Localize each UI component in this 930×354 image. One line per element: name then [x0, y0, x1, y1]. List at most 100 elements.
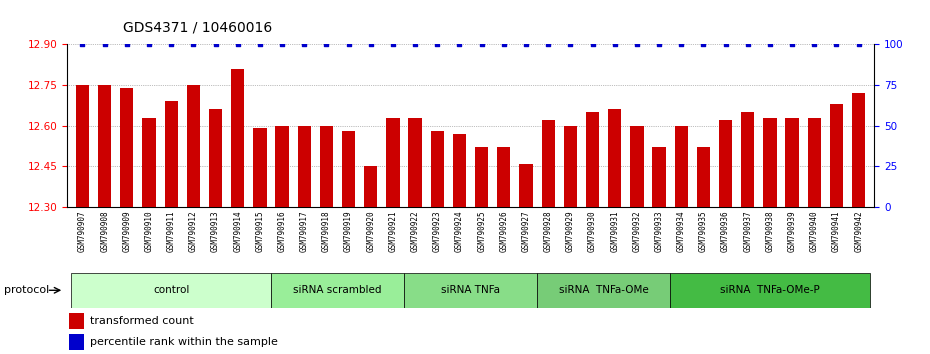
Text: protocol: protocol	[4, 285, 49, 295]
Point	[652, 41, 667, 47]
Bar	[142, 118, 155, 207]
Bar	[674, 126, 688, 207]
Point	[319, 41, 334, 47]
Bar	[631, 126, 644, 207]
Bar	[408, 118, 422, 207]
Text: GSM790908: GSM790908	[100, 210, 109, 252]
Bar	[498, 147, 511, 207]
Text: GSM790909: GSM790909	[123, 210, 131, 252]
Point	[186, 41, 201, 47]
Text: siRNA  TNFa-OMe-P: siRNA TNFa-OMe-P	[720, 285, 820, 295]
Bar	[386, 118, 400, 207]
Point	[563, 41, 578, 47]
Bar	[453, 134, 466, 207]
Text: GSM790911: GSM790911	[166, 210, 176, 252]
Point	[785, 41, 800, 47]
Text: GSM790923: GSM790923	[432, 210, 442, 252]
Text: GSM790925: GSM790925	[477, 210, 486, 252]
Point	[540, 41, 555, 47]
Text: GSM790933: GSM790933	[655, 210, 664, 252]
Text: GSM790939: GSM790939	[788, 210, 797, 252]
Text: GSM790916: GSM790916	[277, 210, 286, 252]
Text: GSM790941: GSM790941	[832, 210, 841, 252]
Point	[252, 41, 267, 47]
Point	[430, 41, 445, 47]
Bar	[653, 147, 666, 207]
Bar	[209, 109, 222, 207]
Text: GSM790932: GSM790932	[632, 210, 642, 252]
Point	[740, 41, 755, 47]
Bar	[786, 118, 799, 207]
Point	[674, 41, 689, 47]
Bar	[719, 120, 732, 207]
Point	[696, 41, 711, 47]
Bar	[475, 147, 488, 207]
Bar	[671, 273, 870, 308]
Bar	[586, 112, 599, 207]
Point	[607, 41, 622, 47]
Point	[519, 41, 534, 47]
Text: GSM790912: GSM790912	[189, 210, 198, 252]
Text: GSM790915: GSM790915	[256, 210, 264, 252]
Text: GSM790920: GSM790920	[366, 210, 376, 252]
Bar	[741, 112, 754, 207]
Bar	[98, 85, 112, 207]
Point	[208, 41, 223, 47]
Bar	[72, 273, 271, 308]
Text: GSM790921: GSM790921	[389, 210, 397, 252]
Text: GSM790942: GSM790942	[854, 210, 863, 252]
Bar	[70, 313, 84, 329]
Point	[386, 41, 401, 47]
Bar	[564, 126, 577, 207]
Text: GSM790935: GSM790935	[699, 210, 708, 252]
Text: GSM790913: GSM790913	[211, 210, 220, 252]
Bar	[120, 88, 134, 207]
Text: GSM790924: GSM790924	[455, 210, 464, 252]
Bar	[70, 334, 84, 350]
Text: GSM790918: GSM790918	[322, 210, 331, 252]
Text: GSM790940: GSM790940	[810, 210, 818, 252]
Bar	[275, 126, 288, 207]
Point	[98, 41, 113, 47]
Text: GSM790919: GSM790919	[344, 210, 353, 252]
Text: siRNA TNFa: siRNA TNFa	[441, 285, 500, 295]
Point	[141, 41, 156, 47]
Bar	[852, 93, 865, 207]
Bar	[253, 129, 267, 207]
Bar	[187, 85, 200, 207]
Point	[630, 41, 644, 47]
Point	[341, 41, 356, 47]
Point	[297, 41, 312, 47]
Text: GSM790922: GSM790922	[411, 210, 419, 252]
Text: GSM790929: GSM790929	[565, 210, 575, 252]
Text: transformed count: transformed count	[89, 316, 193, 326]
Bar	[697, 147, 711, 207]
Point	[231, 41, 246, 47]
Bar	[76, 85, 89, 207]
Bar	[365, 166, 378, 207]
Text: control: control	[153, 285, 190, 295]
Text: GSM790907: GSM790907	[78, 210, 87, 252]
Text: GSM790936: GSM790936	[721, 210, 730, 252]
Bar	[608, 109, 621, 207]
Point	[452, 41, 467, 47]
Point	[474, 41, 489, 47]
Text: siRNA  TNFa-OMe: siRNA TNFa-OMe	[559, 285, 648, 295]
Point	[763, 41, 777, 47]
Text: GSM790938: GSM790938	[765, 210, 775, 252]
Text: GSM790917: GSM790917	[299, 210, 309, 252]
Point	[851, 41, 866, 47]
Text: GSM790926: GSM790926	[499, 210, 509, 252]
Bar	[431, 131, 444, 207]
Text: GSM790927: GSM790927	[522, 210, 530, 252]
Point	[274, 41, 289, 47]
Point	[585, 41, 600, 47]
Point	[407, 41, 422, 47]
Text: GSM790928: GSM790928	[544, 210, 552, 252]
Point	[497, 41, 512, 47]
Point	[807, 41, 822, 47]
Bar	[298, 126, 311, 207]
Bar	[519, 164, 533, 207]
Point	[364, 41, 379, 47]
Point	[829, 41, 844, 47]
